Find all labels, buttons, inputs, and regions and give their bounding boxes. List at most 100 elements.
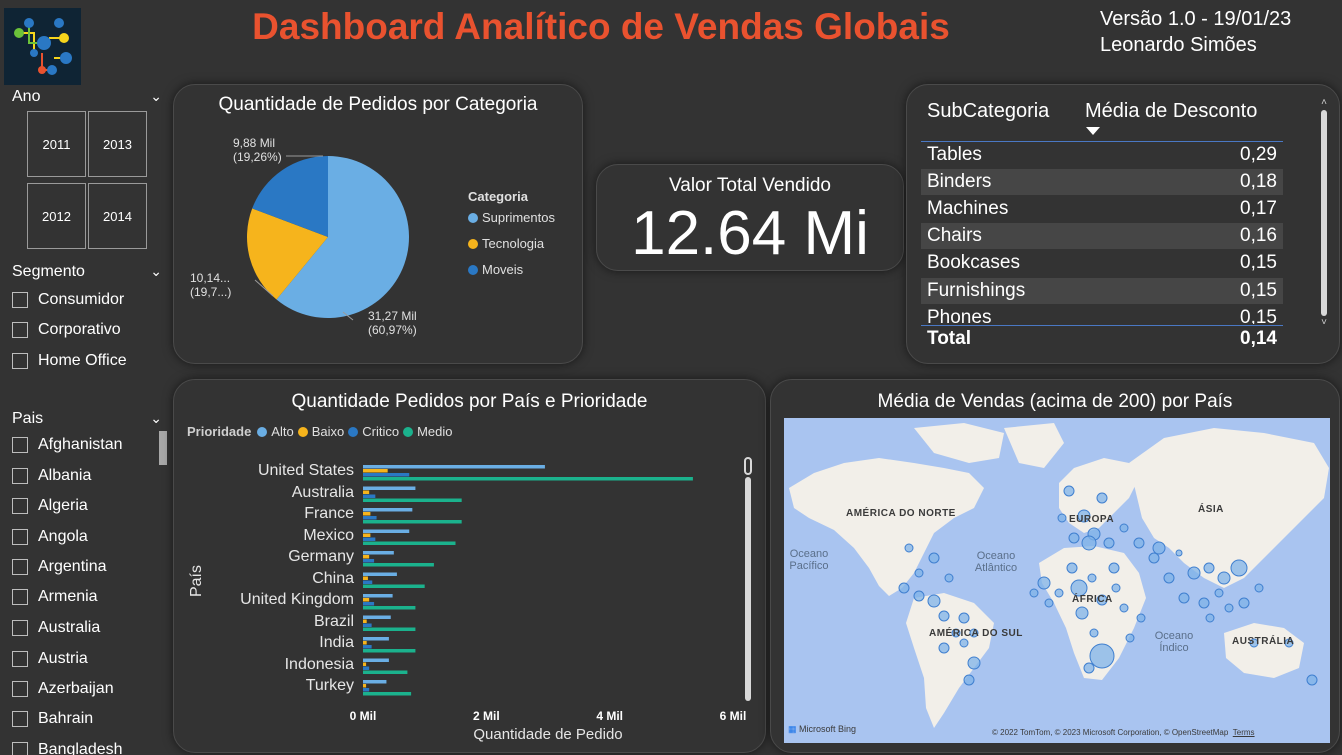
legend-item-alto[interactable]: Alto (257, 424, 294, 439)
legend-item-critico[interactable]: Critico (348, 424, 399, 439)
bar-alto[interactable] (363, 529, 410, 534)
bar-critico[interactable] (363, 688, 370, 692)
year-button-2013[interactable]: 2013 (88, 111, 147, 177)
table-row[interactable]: Furnishings 0,15 (921, 278, 1283, 304)
table-row[interactable]: Machines 0,17 (921, 196, 1283, 222)
checkbox-icon[interactable] (12, 353, 28, 369)
table-header-media-desconto[interactable]: Média de Desconto (1085, 100, 1258, 122)
bar-medio[interactable] (363, 606, 416, 610)
year-button-2012[interactable]: 2012 (27, 183, 86, 249)
terms-link[interactable]: Terms (1232, 728, 1255, 737)
bar-medio[interactable] (363, 692, 412, 696)
table-row[interactable]: Phones 0,15 (921, 305, 1283, 324)
bar-baixo[interactable] (363, 512, 371, 516)
pie-slice-suprimentos[interactable] (276, 156, 409, 318)
checkbox-country[interactable]: Afghanistan (12, 433, 123, 457)
pie-slice-tecnologia[interactable] (247, 208, 328, 300)
bar-critico[interactable] (363, 516, 377, 520)
checkbox-country[interactable]: Australia (12, 616, 100, 640)
bar-critico[interactable] (363, 580, 373, 585)
checkbox-country[interactable]: Azerbaijan (12, 677, 114, 701)
slicer-ano-header[interactable]: Ano ⌄ (12, 88, 162, 106)
bar-medio[interactable] (363, 498, 462, 503)
legend-item-tecnologia[interactable]: Tecnologia (468, 236, 555, 251)
checkbox-icon[interactable] (12, 468, 28, 484)
bar-critico[interactable] (363, 602, 375, 606)
checkbox-icon[interactable] (12, 322, 28, 338)
scrollbar-thumb[interactable] (1321, 110, 1327, 316)
sort-desc-icon[interactable] (1086, 127, 1100, 135)
bar-critico[interactable] (363, 494, 376, 499)
table-row[interactable]: Tables 0,29 (921, 142, 1283, 168)
bar-critico[interactable] (363, 559, 375, 563)
bar-alto[interactable] (363, 594, 393, 598)
scroll-up-icon[interactable]: ˄ (1321, 97, 1327, 108)
pie-slice-moveis[interactable] (252, 156, 328, 237)
bar-baixo[interactable] (363, 490, 370, 495)
bar-critico[interactable] (363, 537, 376, 542)
checkbox-country[interactable]: Angola (12, 525, 88, 549)
checkbox-country[interactable]: Argentina (12, 555, 107, 579)
checkbox-icon[interactable] (12, 651, 28, 667)
slicer-segmento-header[interactable]: Segmento ⌄ (12, 263, 162, 281)
bar-alto[interactable] (363, 680, 387, 684)
bar-medio[interactable] (363, 584, 425, 589)
checkbox-country[interactable]: Albania (12, 464, 91, 488)
scroll-down-icon[interactable]: ˅ (1321, 317, 1327, 328)
checkbox-country[interactable]: Algeria (12, 494, 88, 518)
checkbox-icon[interactable] (12, 498, 28, 514)
bar-alto[interactable] (363, 658, 389, 663)
checkbox-icon[interactable] (12, 620, 28, 636)
year-button-2011[interactable]: 2011 (27, 111, 86, 177)
bar-baixo[interactable] (363, 662, 367, 667)
legend-item-moveis[interactable]: Moveis (468, 262, 555, 277)
legend-item-medio[interactable]: Medio (403, 424, 453, 439)
bar-baixo[interactable] (363, 555, 370, 559)
bar-baixo[interactable] (363, 598, 370, 602)
bar-baixo[interactable] (363, 684, 367, 688)
checkbox-home-office[interactable]: Home Office (12, 349, 127, 373)
year-button-2014[interactable]: 2014 (88, 183, 147, 249)
bar-critico[interactable] (363, 666, 370, 671)
bar-alto[interactable] (363, 615, 391, 620)
bar-medio[interactable] (363, 670, 408, 675)
bar-medio[interactable] (363, 563, 434, 567)
chevron-down-icon[interactable]: ⌄ (150, 263, 162, 279)
checkbox-corporativo[interactable]: Corporativo (12, 318, 121, 342)
bar-medio[interactable] (363, 627, 416, 632)
table-row[interactable]: Chairs 0,16 (921, 223, 1283, 249)
bar-alto[interactable] (363, 572, 397, 577)
checkbox-icon[interactable] (12, 742, 28, 755)
checkbox-icon[interactable] (12, 559, 28, 575)
bar-baixo[interactable] (363, 533, 371, 538)
checkbox-icon[interactable] (12, 437, 28, 453)
world-map[interactable]: AMÉRICA DO NORTE EUROPA ÁSIA ÁFRICA AMÉR… (784, 418, 1330, 743)
checkbox-country[interactable]: Armenia (12, 585, 98, 609)
bar-critico[interactable] (363, 473, 410, 477)
table-header-subcategoria[interactable]: SubCategoria (927, 100, 1050, 122)
country-list-scrollbar[interactable] (159, 431, 167, 465)
bar-scrollbar[interactable] (744, 457, 752, 705)
checkbox-icon[interactable] (12, 589, 28, 605)
legend-item-suprimentos[interactable]: Suprimentos (468, 210, 555, 225)
bar-baixo[interactable] (363, 619, 367, 624)
chevron-down-icon[interactable]: ⌄ (150, 410, 162, 426)
chevron-down-icon[interactable]: ⌄ (150, 88, 162, 104)
checkbox-country[interactable]: Austria (12, 647, 88, 671)
checkbox-country[interactable]: Bahrain (12, 707, 93, 731)
checkbox-icon[interactable] (12, 292, 28, 308)
bar-medio[interactable] (363, 477, 693, 481)
bar-medio[interactable] (363, 649, 416, 653)
slicer-pais-header[interactable]: Pais ⌄ (12, 410, 162, 428)
checkbox-consumidor[interactable]: Consumidor (12, 288, 124, 312)
bar-baixo[interactable] (363, 576, 368, 581)
table-scrollbar[interactable]: ˄ ˅ (1320, 98, 1328, 334)
bar-critico[interactable] (363, 623, 372, 628)
bar-medio[interactable] (363, 520, 462, 524)
bar-alto[interactable] (363, 637, 389, 641)
bar-critico[interactable] (363, 645, 372, 649)
bar-baixo[interactable] (363, 469, 388, 473)
legend-item-baixo[interactable]: Baixo (297, 424, 344, 439)
checkbox-icon[interactable] (12, 681, 28, 697)
bar-medio[interactable] (363, 541, 456, 546)
